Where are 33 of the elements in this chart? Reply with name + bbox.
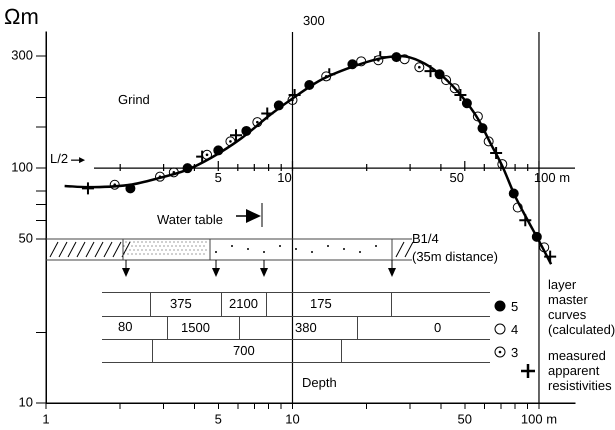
x-tick-label: 1 [42,411,50,426]
ref-line-label: L/2 [50,151,68,166]
annotation: 0 [434,320,442,335]
legend-title: layer master curves (calculated) [548,277,615,337]
x-tick-label: 50 [458,411,472,426]
annotation: 380 [295,320,317,335]
legend-label: 4 [511,322,518,336]
annotation: 2100 [229,296,258,311]
annotation: 80 [118,319,132,334]
y-axis-title: Ωm [4,4,39,29]
legend-label: 5 [511,298,518,314]
annotation: 5 [214,170,222,186]
legend-label: measured apparent resistivities [548,348,613,393]
annotation: 175 [310,296,332,311]
text: 300 [303,13,325,28]
y-tick-label: 300 [11,48,33,63]
annotation: Depth [302,375,337,390]
legend-label: 3 [511,344,518,360]
annotation: Water table [157,212,223,227]
y-tick-label: 10 [18,394,33,410]
annotation: 1500 [181,320,210,335]
y-tick-label: 100 [11,160,33,175]
x-tick-label: 5 [214,411,222,426]
annotation: 700 [233,343,255,358]
annotation: B1/4 [412,231,439,246]
annotation: 375 [170,296,192,311]
annotation: (35m distance) [412,249,498,264]
annotation: 50 [450,170,464,186]
x-tick-label: 10 [285,411,300,426]
x-tick-label: 100 m [520,411,558,426]
annotation: Grind [118,92,150,107]
y-tick-label: 50 [18,230,33,246]
annotation: 10 [277,170,292,186]
